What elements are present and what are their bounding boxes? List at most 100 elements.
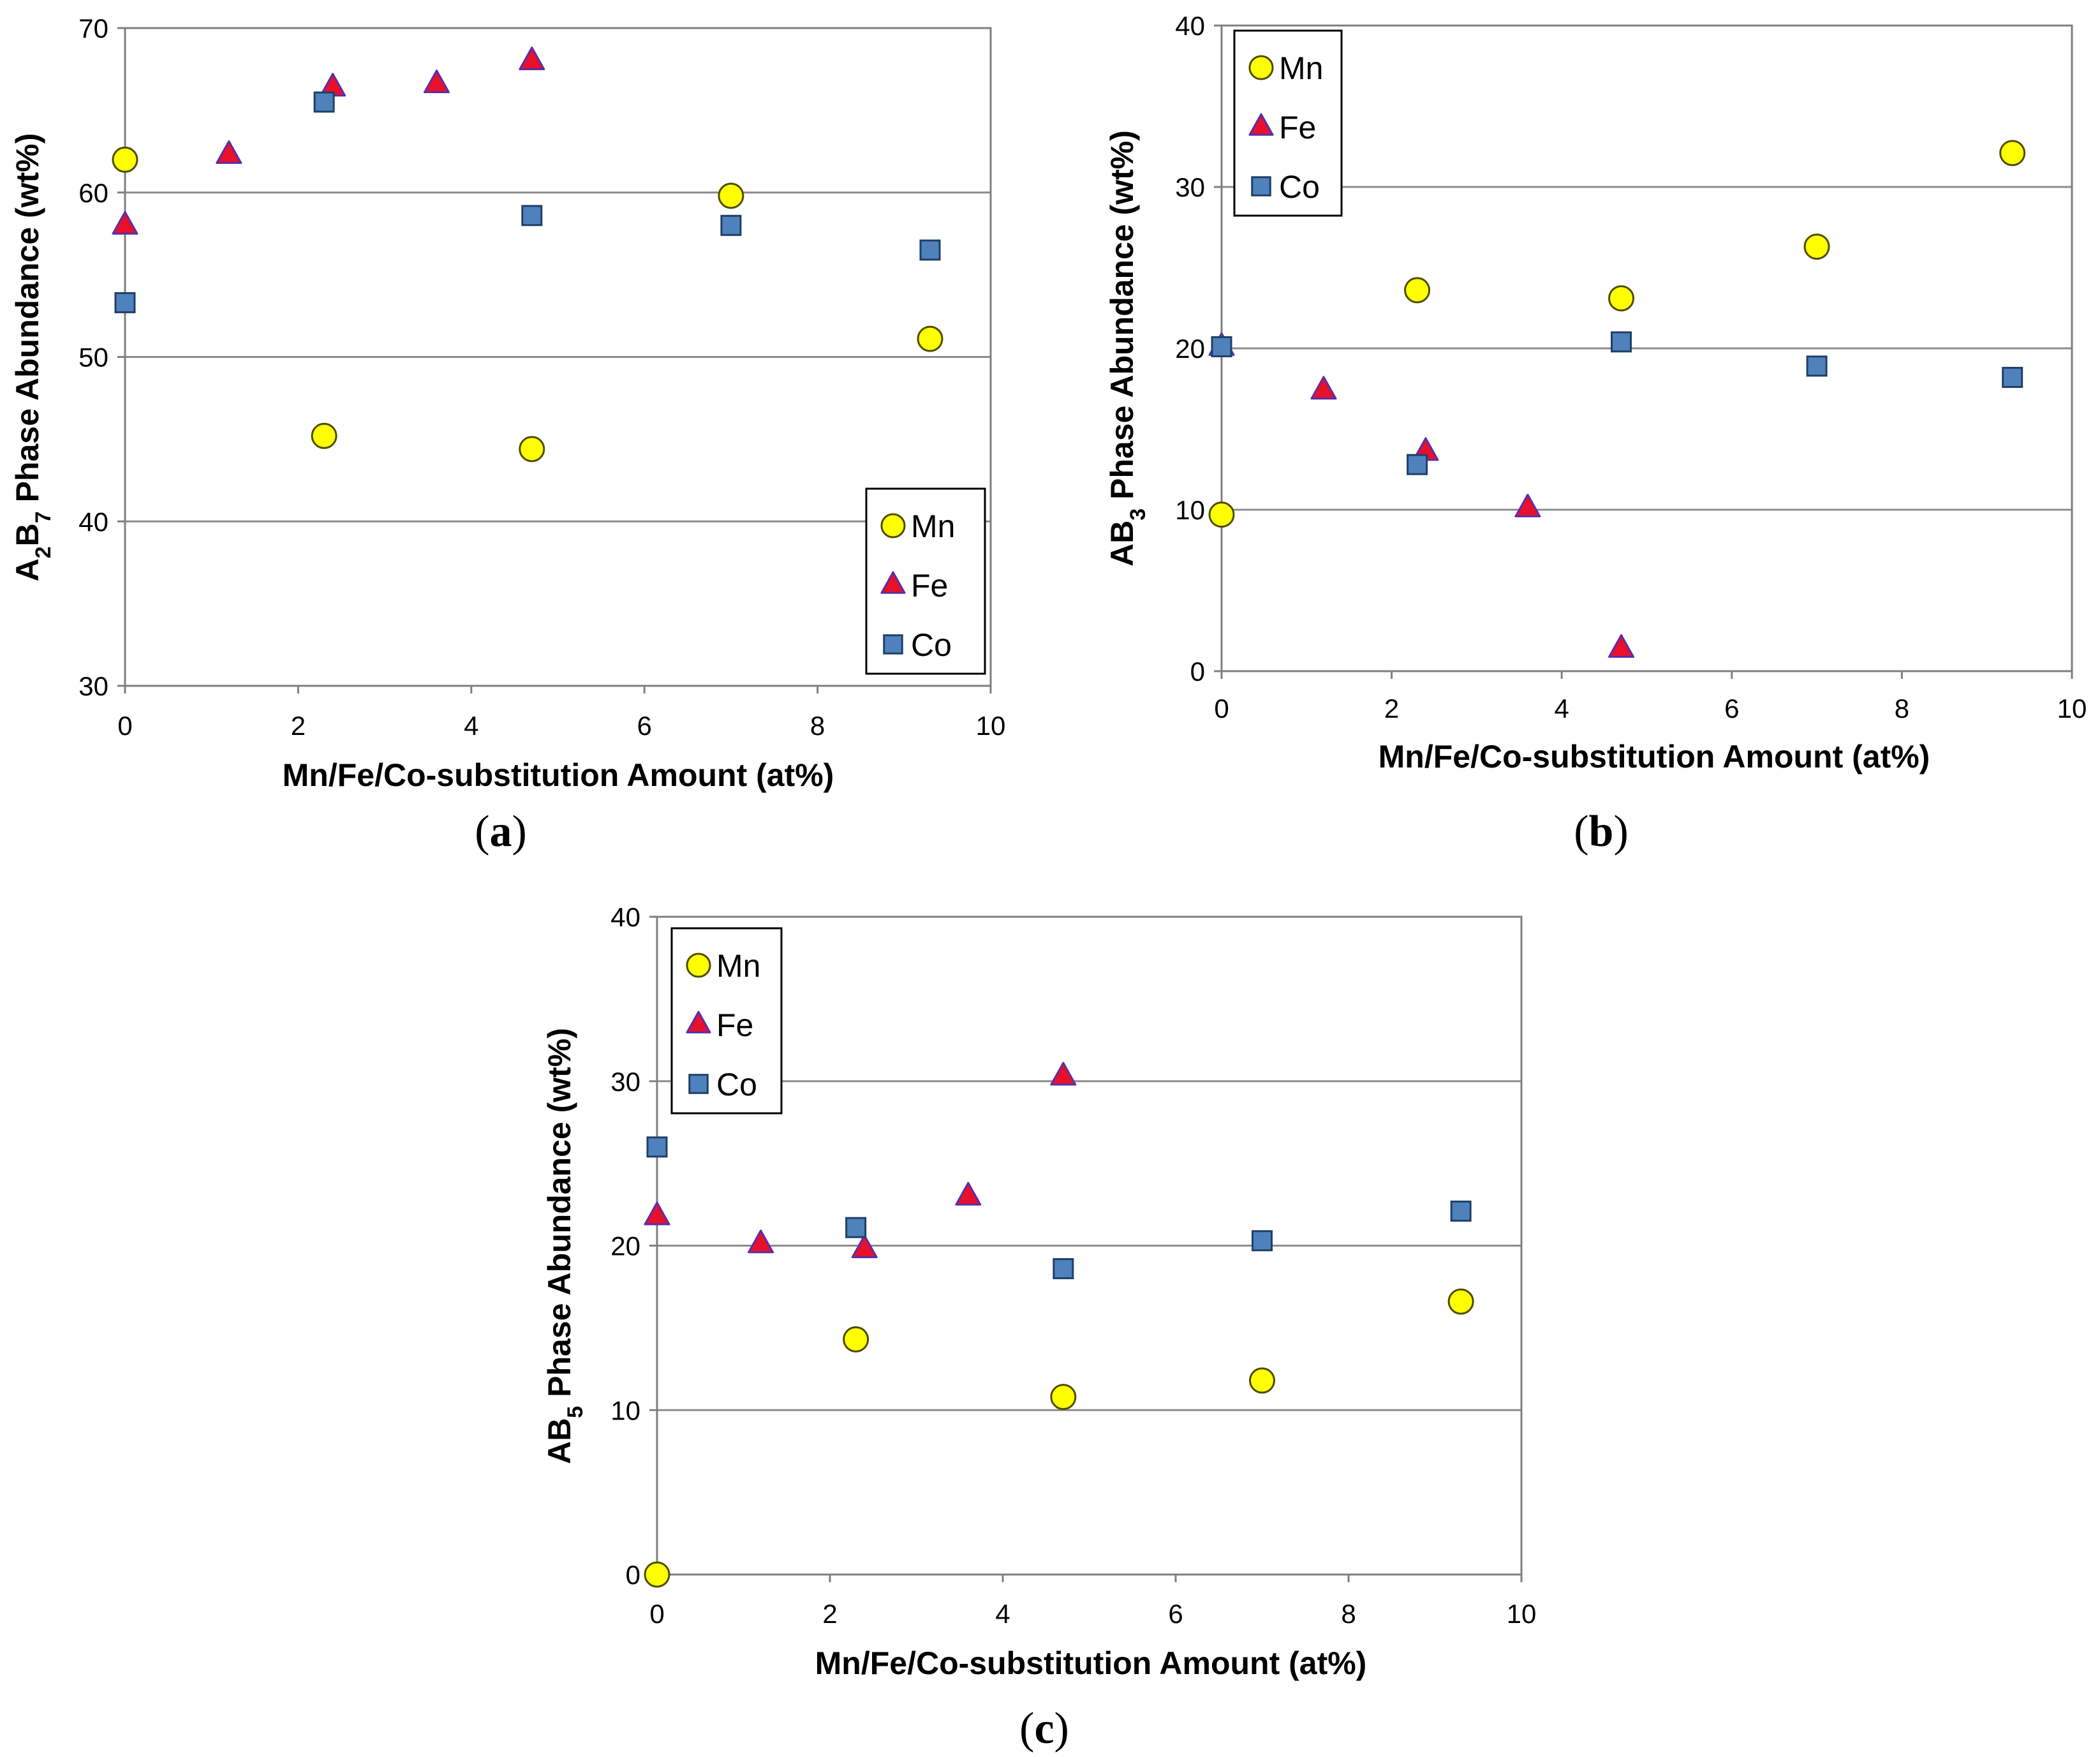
data-point-co xyxy=(720,214,742,236)
y-tick-label: 30 xyxy=(1175,172,1205,202)
data-point-mn xyxy=(843,1326,869,1353)
legend-label-fe: Fe xyxy=(1279,110,1316,145)
y-tick-label: 60 xyxy=(78,178,108,208)
data-point-fe xyxy=(519,46,545,70)
x-tick-label: 10 xyxy=(976,711,1006,741)
y-tick-label: 10 xyxy=(1175,495,1205,525)
x-tick-label: 0 xyxy=(117,711,132,741)
legend-label-mn: Mn xyxy=(716,948,760,984)
y-tick-label: 40 xyxy=(610,902,640,932)
legend-marker-fe xyxy=(1248,113,1274,136)
data-point-fe xyxy=(748,1229,774,1254)
x-axis-title: Mn/Fe/Co-substitution Amount (at%) xyxy=(283,757,834,793)
x-tick-label: 4 xyxy=(995,1599,1010,1629)
data-point-fe xyxy=(1310,376,1337,400)
data-point-co xyxy=(114,292,136,313)
y-axis-title-part: AB xyxy=(542,1418,577,1464)
data-point-mn xyxy=(311,422,337,449)
data-point-mn xyxy=(1404,277,1431,304)
x-tick-label: 8 xyxy=(810,711,825,741)
data-point-co xyxy=(1806,355,1828,377)
series-co xyxy=(1211,331,2023,475)
y-tick-label: 0 xyxy=(626,1560,640,1590)
data-point-mn xyxy=(917,325,943,352)
y-axis-title-part: Phase Abundance (wt%) xyxy=(10,133,45,512)
y-axis-title-subscript: 7 xyxy=(31,511,55,523)
series-mn xyxy=(112,146,943,463)
chart-b: 0 10 20 30 40 0 2 4 6 8 10 Mn/Fe/Co-substitution Am… xyxy=(1104,11,2087,775)
y-axis-title-part: AB xyxy=(1104,521,1140,567)
panel-label-c: (c) xyxy=(1019,1704,1069,1753)
y-axis-title-part: B xyxy=(10,523,45,546)
legend-label-fe: Fe xyxy=(716,1007,753,1043)
panel-label-a: (a) xyxy=(475,807,527,856)
legend-marker-mn xyxy=(880,513,906,538)
y-tick-label: 30 xyxy=(78,671,108,701)
x-tick-label: 0 xyxy=(1214,693,1229,723)
y-tick-label: 10 xyxy=(610,1395,640,1425)
legend-label-co: Co xyxy=(1279,169,1320,205)
data-point-fe xyxy=(112,211,138,235)
legend-label-mn: Mn xyxy=(1279,50,1323,86)
series-mn xyxy=(1208,140,2026,528)
data-point-fe xyxy=(1514,493,1541,517)
y-axis-title: AB3 Phase Abundance (wt%) xyxy=(1104,130,1150,567)
series-co xyxy=(646,1136,1472,1280)
data-point-mn xyxy=(1999,140,2026,167)
legend-label-mn: Mn xyxy=(911,508,955,544)
legend-marker-co xyxy=(883,634,903,655)
x-tick-label: 2 xyxy=(822,1599,837,1629)
panel-label-b: (b) xyxy=(1574,807,1629,856)
x-tick-label: 6 xyxy=(1168,1599,1183,1629)
data-point-co xyxy=(1450,1200,1472,1222)
x-tick-label: 4 xyxy=(464,711,478,741)
data-point-mn xyxy=(1803,234,1830,260)
x-tick-label: 2 xyxy=(291,711,306,741)
data-point-fe xyxy=(1608,634,1635,658)
data-point-fe xyxy=(1050,1062,1077,1086)
data-point-fe xyxy=(216,140,242,164)
x-tick-label: 6 xyxy=(1724,693,1739,723)
chart-c: 0 10 20 30 40 0 2 4 6 8 10 Mn/Fe/Co-substitution Am… xyxy=(542,902,1536,1681)
data-point-co xyxy=(1053,1258,1074,1280)
legend-label-co: Co xyxy=(911,627,952,663)
legend: Mn Fe Co xyxy=(1233,29,1343,217)
data-point-co xyxy=(1407,454,1428,475)
data-point-mn xyxy=(519,436,545,463)
data-point-co xyxy=(845,1217,867,1238)
x-tick-label: 10 xyxy=(1507,1599,1537,1629)
y-axis-title-part: Phase Abundance (wt%) xyxy=(1104,130,1140,508)
y-axis-title-part: A xyxy=(10,558,45,581)
data-point-mn xyxy=(1050,1384,1077,1411)
y-tick-label: 50 xyxy=(78,343,108,373)
legend: Mn Fe Co xyxy=(865,487,986,675)
data-point-co xyxy=(1252,1230,1273,1252)
data-point-mn xyxy=(1249,1367,1275,1394)
x-tick-label: 10 xyxy=(2057,693,2087,723)
y-tick-label: 20 xyxy=(1175,334,1205,364)
y-axis-title-subscript: 2 xyxy=(31,546,55,558)
data-point-co xyxy=(1611,331,1632,353)
data-point-fe xyxy=(424,70,450,94)
y-axis-title: AB5 Phase Abundance (wt%) xyxy=(542,1028,588,1464)
x-axis-title: Mn/Fe/Co-substitution Amount (at%) xyxy=(815,1645,1367,1681)
data-point-fe xyxy=(955,1182,982,1206)
x-axis-title: Mn/Fe/Co-substitution Amount (at%) xyxy=(1379,739,1930,775)
data-point-mn xyxy=(112,146,138,173)
y-tick-label: 30 xyxy=(610,1067,640,1097)
legend: Mn Fe Co xyxy=(670,927,783,1115)
data-point-mn xyxy=(1447,1288,1474,1315)
legend-marker-co xyxy=(1251,176,1271,196)
legend-marker-mn xyxy=(1248,55,1274,80)
y-tick-label: 70 xyxy=(78,13,108,43)
data-point-co xyxy=(521,205,543,226)
data-point-mn xyxy=(718,182,744,209)
series-fe xyxy=(1208,332,1635,658)
y-tick-label: 20 xyxy=(610,1231,640,1261)
chart-a: 30 40 50 60 70 0 2 4 6 8 10 Mn/Fe/Co-substitution A… xyxy=(10,13,1005,793)
y-tick-label: 0 xyxy=(1190,656,1205,686)
data-point-fe xyxy=(644,1201,670,1226)
legend-marker-mn xyxy=(686,953,711,978)
